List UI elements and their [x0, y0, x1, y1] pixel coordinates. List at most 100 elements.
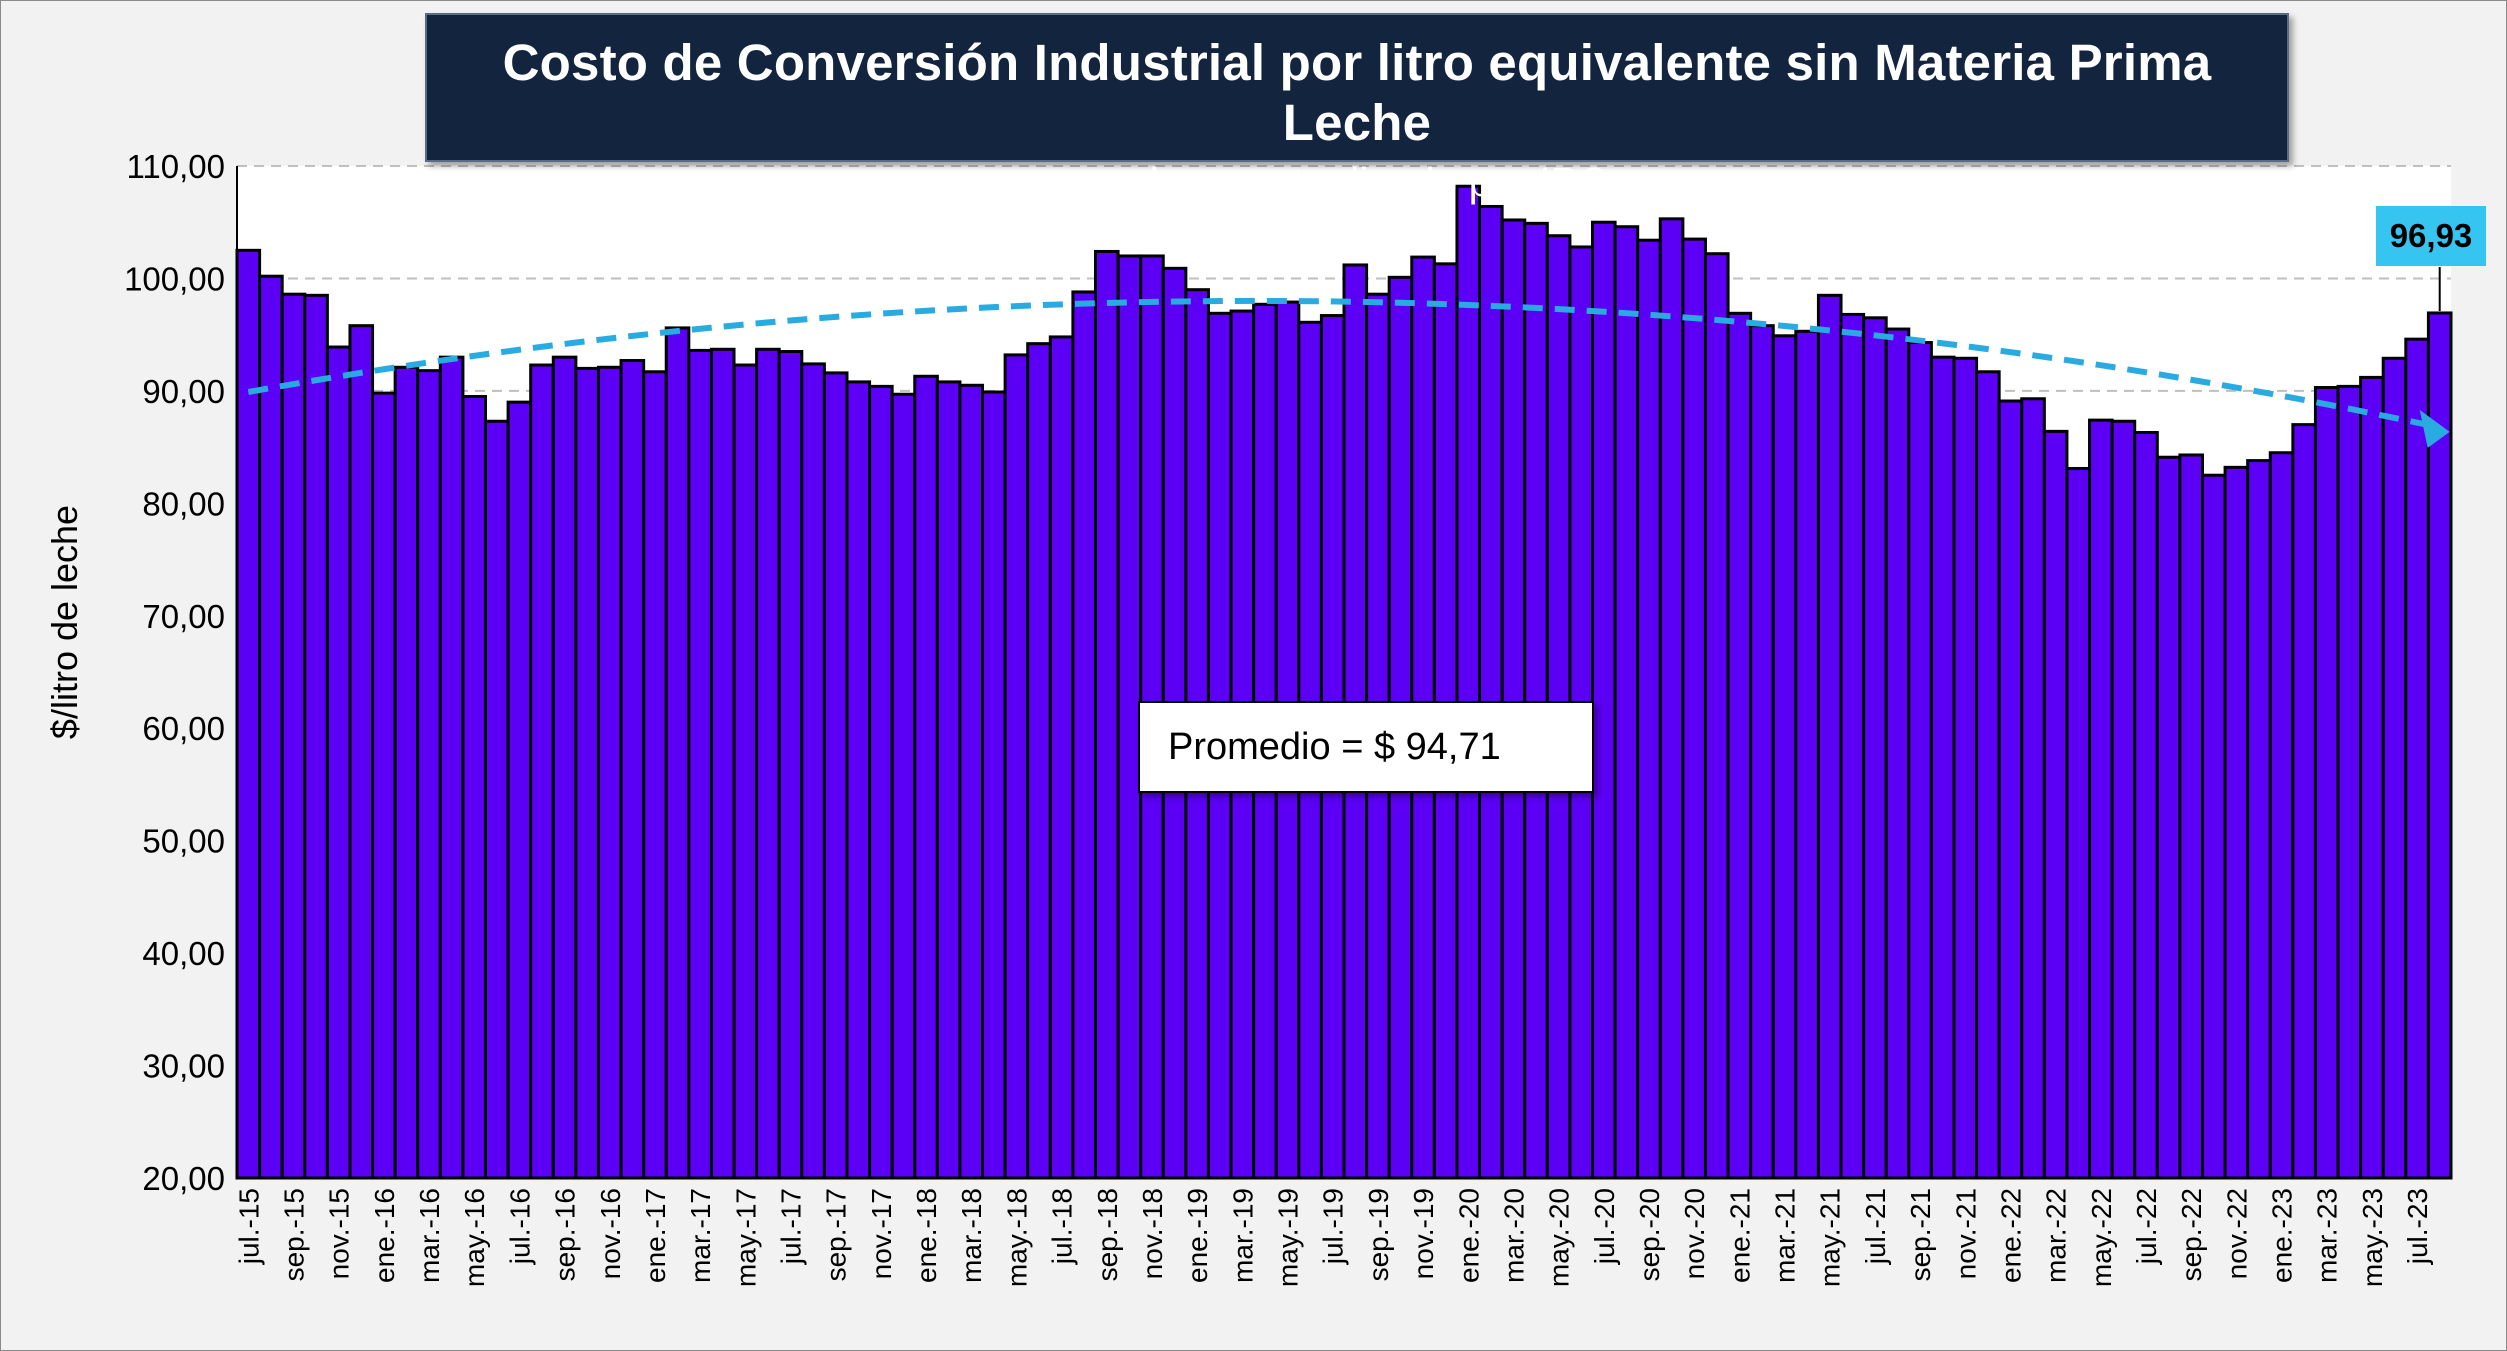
bar	[1816, 293, 1843, 1180]
bar	[2246, 459, 2272, 1180]
title-box: Costo de Conversión Industrial por litro…	[425, 13, 2289, 205]
x-tick-label: jul.-23	[2402, 1188, 2433, 1265]
bar	[2020, 397, 2046, 1180]
bar	[371, 391, 397, 1180]
bar	[1794, 329, 1820, 1180]
bar	[574, 366, 600, 1180]
bar	[484, 419, 510, 1180]
bar	[2268, 451, 2295, 1180]
x-tick-label: jul.-22	[2131, 1188, 2162, 1265]
bar	[2155, 455, 2182, 1180]
bar	[551, 355, 578, 1180]
bar	[1613, 225, 1640, 1180]
bar	[1658, 217, 1685, 1180]
bar	[348, 324, 375, 1180]
x-tick-label: nov.-19	[1408, 1188, 1439, 1279]
bar	[1636, 238, 1662, 1180]
bar	[529, 363, 555, 1180]
bar	[1026, 342, 1052, 1180]
x-tick-label: may.-20	[1544, 1188, 1575, 1287]
y-tick-label: 20,00	[142, 1160, 225, 1197]
bar	[1975, 370, 2001, 1180]
x-tick-label: nov.-16	[595, 1188, 626, 1279]
x-tick-label: sep.-22	[2176, 1188, 2207, 1281]
bar	[280, 292, 307, 1180]
x-tick-label: may.-17	[730, 1188, 761, 1287]
x-tick-label: jul.-21	[1860, 1188, 1891, 1265]
bar	[325, 345, 352, 1180]
x-tick-label: sep.-18	[1092, 1188, 1123, 1281]
trend-line	[247, 297, 2429, 428]
x-tick-label: mar.-19	[1227, 1188, 1258, 1283]
bar	[890, 392, 917, 1180]
bar	[642, 370, 668, 1180]
x-tick-label: ene.-22	[1995, 1188, 2026, 1283]
bar	[1749, 324, 1775, 1180]
bar	[416, 369, 442, 1180]
x-tick-label: may.-19	[1273, 1188, 1304, 1287]
x-tick-label: nov.-17	[866, 1188, 897, 1279]
bar	[2133, 430, 2159, 1180]
bar	[732, 363, 759, 1180]
bar	[687, 348, 713, 1180]
bar	[2223, 465, 2250, 1180]
x-tick-label: mar.-23	[2312, 1188, 2343, 1283]
bar	[664, 326, 691, 1180]
y-tick-label: 40,00	[142, 935, 225, 972]
bar	[619, 359, 646, 1180]
bar	[2200, 473, 2227, 1180]
y-tick-label: 100,00	[124, 260, 225, 297]
x-tick-label: ene.-16	[369, 1188, 400, 1283]
bar	[1703, 252, 1730, 1180]
x-tick-label: may.-16	[459, 1188, 490, 1287]
x-tick-label: mar.-20	[1498, 1188, 1529, 1283]
x-tick-label: nov.-21	[1950, 1188, 1981, 1279]
x-tick-label: nov.-20	[1679, 1188, 1710, 1279]
x-tick-label: nov.-15	[324, 1188, 355, 1279]
bar	[845, 380, 872, 1180]
average-annotation: Promedio = $ 94,71	[1138, 701, 1594, 793]
x-tick-label: ene.-17	[640, 1188, 671, 1283]
bar	[958, 383, 985, 1180]
x-tick-label: sep.-15	[278, 1188, 309, 1281]
bar	[935, 380, 962, 1180]
x-tick-label: jul.-15	[233, 1188, 264, 1265]
x-tick-label: nov.-22	[2221, 1188, 2252, 1279]
bar	[1455, 184, 1482, 1180]
x-tick-label: ene.-19	[1182, 1188, 1213, 1283]
bar	[800, 362, 826, 1180]
x-tick-label: may.-22	[2086, 1188, 2117, 1287]
bar	[1726, 311, 1753, 1180]
x-tick-label: sep.-16	[550, 1188, 581, 1281]
x-tick-label: ene.-23	[2267, 1188, 2298, 1283]
x-tick-label: mar.-17	[685, 1188, 716, 1283]
y-tick-label: 70,00	[142, 598, 225, 635]
bar	[438, 355, 465, 1180]
x-tick-label: may.-21	[1815, 1188, 1846, 1287]
bar	[1071, 290, 1097, 1180]
bar	[2359, 375, 2385, 1180]
x-tick-label: mar.-22	[2041, 1188, 2072, 1283]
bar	[303, 293, 329, 1180]
bar	[2110, 419, 2137, 1180]
bar	[913, 374, 939, 1180]
bar	[2088, 418, 2114, 1180]
bar	[258, 274, 284, 1180]
bar	[2381, 356, 2408, 1180]
bar	[1591, 220, 1617, 1180]
x-tick-label: sep.-17	[821, 1188, 852, 1281]
bar	[461, 395, 488, 1180]
y-axis-label: $/litro de leche	[44, 504, 85, 740]
bar	[1952, 356, 1979, 1180]
bar	[981, 390, 1007, 1180]
x-tick-label: jul.-17	[776, 1188, 807, 1265]
x-tick-label: ene.-21	[1724, 1188, 1755, 1283]
bar	[755, 347, 781, 1180]
x-tick-label: may.-18	[1001, 1188, 1032, 1287]
bar	[1862, 316, 1888, 1180]
bar	[2404, 337, 2430, 1180]
x-tick-label: sep.-20	[1634, 1188, 1665, 1281]
bar	[822, 371, 849, 1180]
